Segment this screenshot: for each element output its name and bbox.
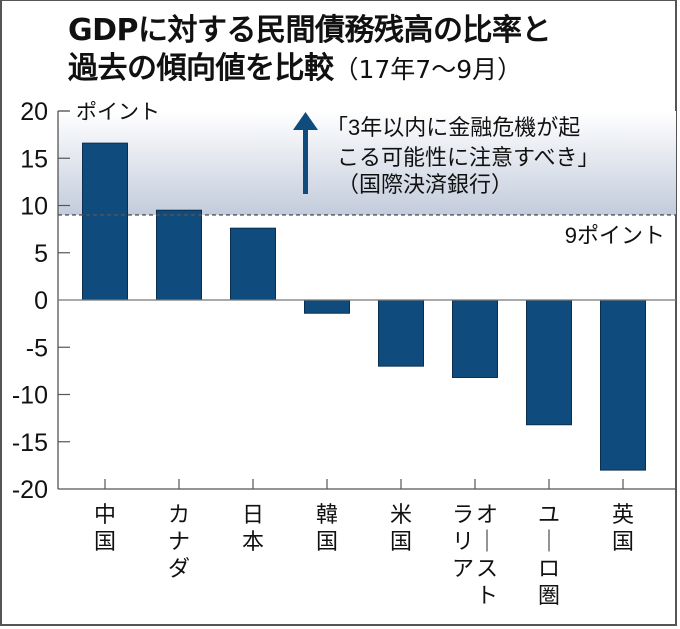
x-label-char: ｜: [538, 529, 560, 554]
x-label-char: ナ: [168, 529, 190, 554]
arrow-head: [293, 112, 318, 130]
caution-zone-shading: [58, 111, 676, 215]
chart-title: GDPに対する民間債務残高の比率と 過去の傾向値を比較（17年7〜9月）: [68, 12, 552, 89]
bar-2: [230, 227, 276, 301]
x-label-char: ラ: [452, 502, 474, 527]
up-arrow-icon: [293, 112, 318, 194]
title-line-2-main: 過去の傾向値を比較: [68, 51, 334, 86]
y-tick-label: 5: [34, 240, 48, 268]
x-label-char: オ: [476, 502, 498, 527]
axes: [57, 111, 676, 490]
y-tick-label: 0: [34, 287, 48, 315]
y-axis-unit-label: ポイント: [76, 101, 160, 124]
x-label-char: ロ: [538, 556, 560, 581]
y-tick-label: -10: [12, 382, 48, 410]
y-tick-label: 10: [20, 193, 48, 221]
annotation-line-2: （国際決済銀行）: [337, 172, 513, 197]
bar-3: [304, 299, 350, 314]
x-label-char: カ: [168, 502, 190, 527]
y-tick-label: 20: [20, 98, 48, 126]
x-label-char: ア: [452, 556, 474, 581]
y-tick-label: -5: [26, 334, 48, 362]
x-label-char: 日: [242, 502, 264, 527]
x-label-char: 国: [94, 529, 116, 554]
bars-group: [82, 142, 646, 471]
y-tick-label: -15: [12, 429, 48, 457]
x-label-char: 圏: [538, 583, 560, 608]
title-line-2: 過去の傾向値を比較（17年7〜9月）: [68, 50, 551, 89]
y-tick-label: -20: [12, 476, 48, 504]
arrow-shaft: [303, 128, 308, 194]
x-label-char: 国: [612, 529, 634, 554]
x-label-char: ス: [476, 556, 498, 581]
x-label-char: ト: [476, 583, 498, 608]
x-label-char: リ: [452, 529, 474, 554]
bar-1: [156, 209, 202, 301]
x-label-char: ｜: [476, 529, 498, 554]
threshold-label: 9ポイント: [565, 223, 665, 248]
x-label-char: 韓: [316, 502, 338, 527]
bar-6: [526, 299, 572, 426]
y-axis-ticks: 20 15 10 5 0 -5 -10 -15 -20: [12, 98, 70, 504]
y-tick-label: 15: [20, 145, 48, 173]
title-line-2-sub: （17年7〜9月）: [333, 55, 523, 84]
bar-7: [600, 299, 646, 471]
x-label-char: 英: [612, 502, 634, 527]
x-label-char: 国: [390, 529, 412, 554]
x-label-char: 中: [94, 502, 116, 527]
x-label-char: ユ: [538, 502, 560, 527]
x-label-char: 本: [242, 529, 264, 554]
x-label-char: 米: [390, 502, 412, 527]
annotation-line-0: 「3年以内に金融危機が起: [326, 115, 580, 140]
x-label-char: 国: [316, 529, 338, 554]
title-line-1: GDPに対する民間債務残高の比率と: [68, 13, 552, 48]
bar-0: [82, 142, 128, 301]
bar-5: [452, 299, 498, 378]
bar-4: [378, 299, 424, 367]
annotation-line-1: こる可能性に注意すべき」: [337, 145, 599, 170]
x-label-char: ダ: [168, 556, 190, 581]
